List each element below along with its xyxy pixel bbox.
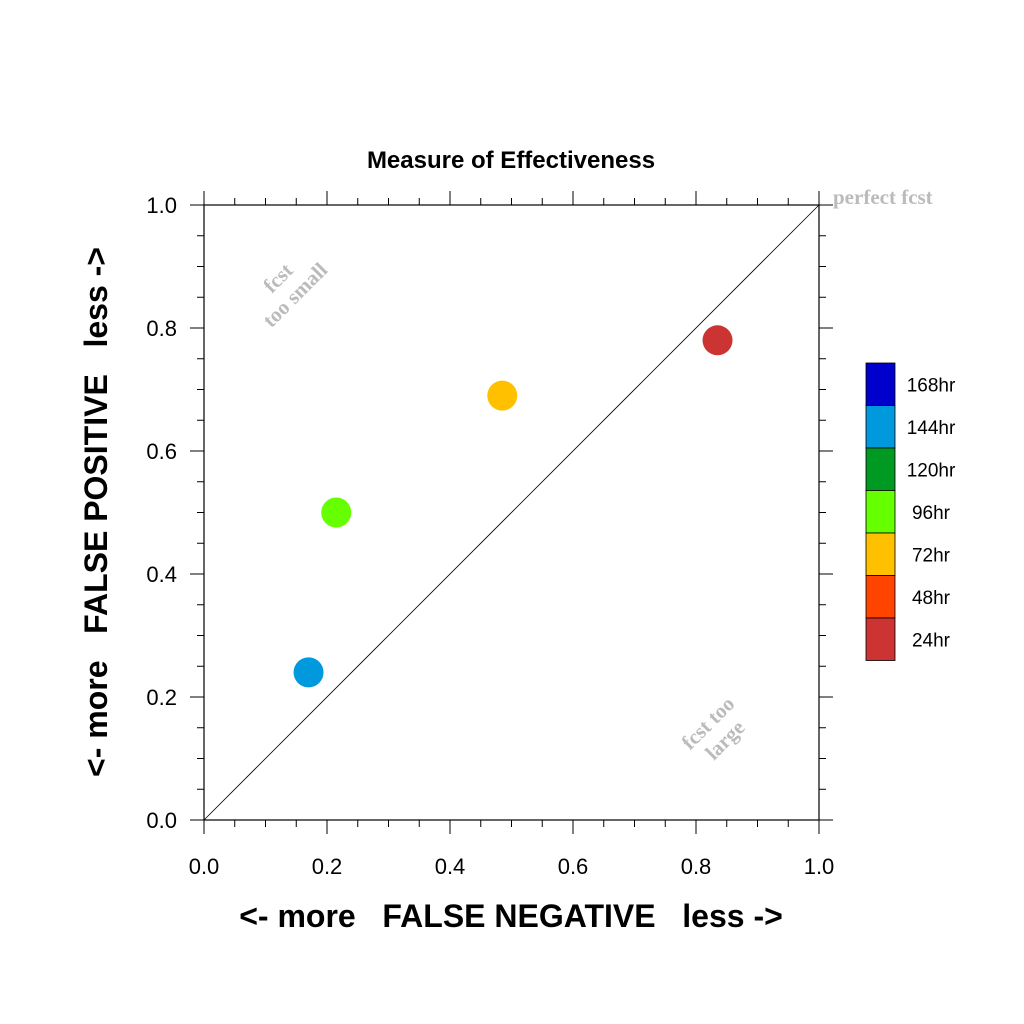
legend-swatch-72hr [865, 532, 896, 576]
data-point-96hr [321, 497, 352, 528]
y-tick-label: 0.8 [146, 316, 177, 341]
legend: 168hr 144hr 120hr 96hr 72hr 48hr 24hr [865, 362, 956, 661]
legend-label-96hr: 96hr [912, 503, 951, 524]
legend-label-144hr: 144hr [907, 418, 956, 439]
y-tick-label: 0.4 [146, 562, 177, 587]
y-tick-labels: 0.0 0.2 0.4 0.6 0.8 1.0 [146, 193, 177, 833]
x-tick-label: 0.0 [189, 854, 220, 879]
data-point-72hr [487, 380, 518, 411]
x-axis-label: <- more FALSE NEGATIVE less -> [239, 898, 783, 934]
y-tick-label: 0.0 [146, 808, 177, 833]
x-tick-labels: 0.0 0.2 0.4 0.6 0.8 1.0 [189, 854, 835, 879]
x-tick-label: 0.4 [435, 854, 466, 879]
legend-label-120hr: 120hr [907, 460, 956, 481]
legend-label-48hr: 48hr [912, 588, 951, 609]
perfect-fcst-label: perfect fcst [833, 185, 933, 209]
y-tick-label: 0.6 [146, 439, 177, 464]
data-points [293, 325, 733, 688]
legend-label-72hr: 72hr [912, 545, 951, 566]
x-tick-label: 1.0 [804, 854, 835, 879]
y-tick-label: 0.2 [146, 685, 177, 710]
legend-label-24hr: 24hr [912, 630, 951, 651]
y-axis-label: <- more FALSE POSITIVE less -> [78, 247, 114, 777]
x-tick-label: 0.2 [312, 854, 343, 879]
legend-swatch-48hr [865, 575, 896, 619]
chart-title: Measure of Effectiveness [367, 147, 655, 174]
region-annotations: perfect fcst fcst too small fcst too lar… [258, 185, 933, 765]
legend-label-168hr: 168hr [907, 375, 956, 396]
legend-swatch-96hr [865, 490, 896, 534]
axis-ticks [190, 191, 833, 834]
legend-swatch-24hr [865, 617, 896, 661]
y-tick-label: 1.0 [146, 193, 177, 218]
legend-swatch-168hr [865, 362, 896, 406]
data-point-144hr [293, 657, 324, 688]
legend-swatch-144hr [865, 405, 896, 449]
perfect-forecast-line [203, 204, 820, 821]
legend-swatch-120hr [865, 447, 896, 491]
x-tick-label: 0.6 [558, 854, 589, 879]
x-tick-label: 0.8 [681, 854, 712, 879]
data-point-24hr [702, 325, 733, 356]
